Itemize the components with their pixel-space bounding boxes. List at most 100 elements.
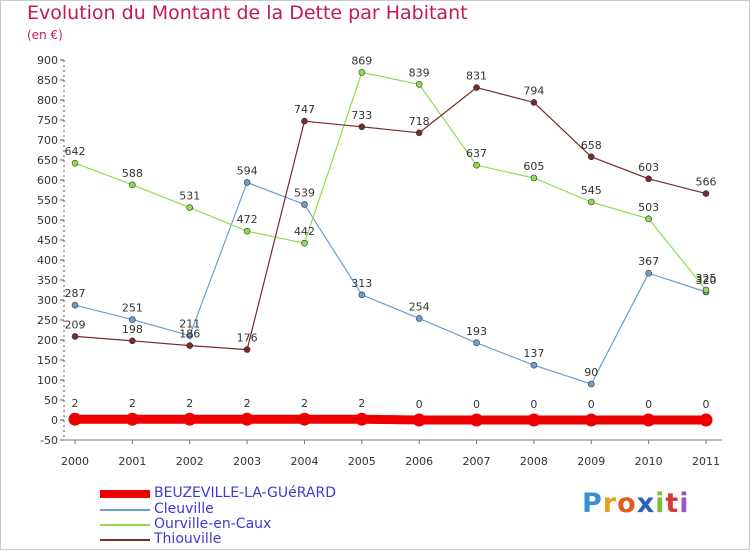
data-label: 831 — [466, 70, 487, 83]
data-label: 545 — [581, 184, 602, 197]
data-point — [699, 413, 713, 427]
y-tick-label: 600 — [37, 174, 58, 187]
data-label: 747 — [294, 103, 315, 116]
y-tick-label: -50 — [40, 434, 58, 447]
series-lines — [68, 69, 713, 427]
data-label: 733 — [351, 109, 372, 122]
y-tick-label: 500 — [37, 214, 58, 227]
series-line — [74, 86, 707, 351]
x-tick-label: 2002 — [176, 455, 204, 468]
data-point — [642, 413, 656, 427]
data-point — [129, 181, 136, 189]
data-label: 503 — [638, 201, 659, 214]
series-line — [74, 71, 707, 291]
legend-swatch — [100, 524, 150, 526]
data-label: 531 — [179, 190, 200, 203]
y-tick-label: 700 — [37, 134, 58, 147]
y-tick-label: 100 — [37, 374, 58, 387]
y-tick-label: 0 — [51, 414, 58, 427]
legend-label: BEUZEVILLE-LA-GUéRARD — [154, 485, 336, 501]
data-label: 325 — [696, 272, 717, 285]
series-line — [75, 414, 706, 425]
data-point — [297, 412, 311, 426]
chart-title: Evolution du Montant de la Dette par Hab… — [27, 2, 468, 24]
y-tick-label: 150 — [37, 354, 58, 367]
brand-logo: Proxiti — [582, 488, 690, 519]
data-label: 588 — [122, 167, 143, 180]
data-label: 2 — [72, 397, 79, 410]
x-tick-label: 2009 — [577, 455, 605, 468]
data-label: 0 — [588, 398, 595, 411]
axes: -500501001502002503003504004505005506006… — [37, 54, 722, 468]
data-label: 367 — [638, 255, 659, 268]
data-point — [186, 204, 194, 211]
brand-letter: t — [665, 488, 680, 519]
brand-letter: i — [655, 488, 666, 519]
data-point — [243, 227, 251, 235]
data-label: 193 — [466, 325, 487, 338]
y-tick-label: 350 — [37, 274, 58, 287]
data-point — [645, 269, 652, 277]
data-label: 0 — [645, 398, 652, 411]
data-label: 718 — [409, 115, 430, 128]
data-point — [129, 316, 136, 323]
legend-swatch — [100, 490, 150, 498]
x-tick-label: 2008 — [520, 455, 548, 468]
brand-letter: o — [617, 488, 637, 519]
data-point — [301, 239, 308, 247]
data-point — [186, 332, 194, 339]
data-point — [412, 413, 426, 427]
data-label: 2 — [358, 397, 365, 410]
data-point — [645, 175, 652, 183]
data-label: 176 — [237, 332, 258, 345]
data-label: 0 — [703, 398, 710, 411]
data-point — [71, 301, 79, 309]
data-label: 539 — [294, 186, 315, 199]
legend-label: Cleuville — [154, 501, 214, 517]
x-tick-label: 2004 — [290, 455, 318, 468]
data-point — [470, 413, 484, 427]
data-label: 137 — [523, 347, 544, 360]
data-label: 211 — [179, 318, 200, 331]
data-point — [587, 198, 595, 206]
x-tick-label: 2000 — [61, 455, 89, 468]
chart-subtitle: (en €) — [27, 28, 63, 42]
y-tick-label: 550 — [37, 194, 58, 207]
data-point — [358, 291, 366, 299]
data-point — [186, 342, 194, 349]
data-point — [125, 412, 139, 426]
y-tick-label: 50 — [44, 394, 58, 407]
data-point — [415, 315, 423, 322]
x-tick-label: 2003 — [233, 455, 261, 468]
data-point — [358, 123, 366, 131]
data-label: 2 — [301, 397, 308, 410]
x-tick-label: 2007 — [463, 455, 491, 468]
data-label: 198 — [122, 323, 143, 336]
data-label: 313 — [351, 277, 372, 290]
y-tick-label: 400 — [37, 254, 58, 267]
data-label: 637 — [466, 147, 487, 160]
x-tick-label: 2011 — [692, 455, 720, 468]
data-label: 2 — [186, 397, 193, 410]
data-point — [243, 179, 251, 186]
data-label: 186 — [179, 328, 200, 341]
data-label: 566 — [696, 176, 717, 189]
legend-swatch — [100, 539, 150, 541]
y-tick-label: 450 — [37, 234, 58, 247]
data-point — [702, 190, 710, 197]
x-tick-label: 2005 — [348, 455, 376, 468]
data-label: 0 — [530, 398, 537, 411]
data-label: 2 — [244, 397, 251, 410]
data-label: 90 — [584, 366, 598, 379]
data-label: 594 — [237, 164, 258, 177]
brand-letter: P — [582, 488, 603, 519]
data-point — [473, 339, 480, 347]
y-tick-label: 850 — [37, 74, 58, 87]
data-label: 642 — [65, 145, 86, 158]
data-point — [301, 117, 308, 125]
data-point — [358, 69, 366, 76]
y-tick-label: 900 — [37, 54, 58, 67]
data-point — [243, 346, 251, 353]
legend-label: Thiouville — [154, 531, 222, 547]
